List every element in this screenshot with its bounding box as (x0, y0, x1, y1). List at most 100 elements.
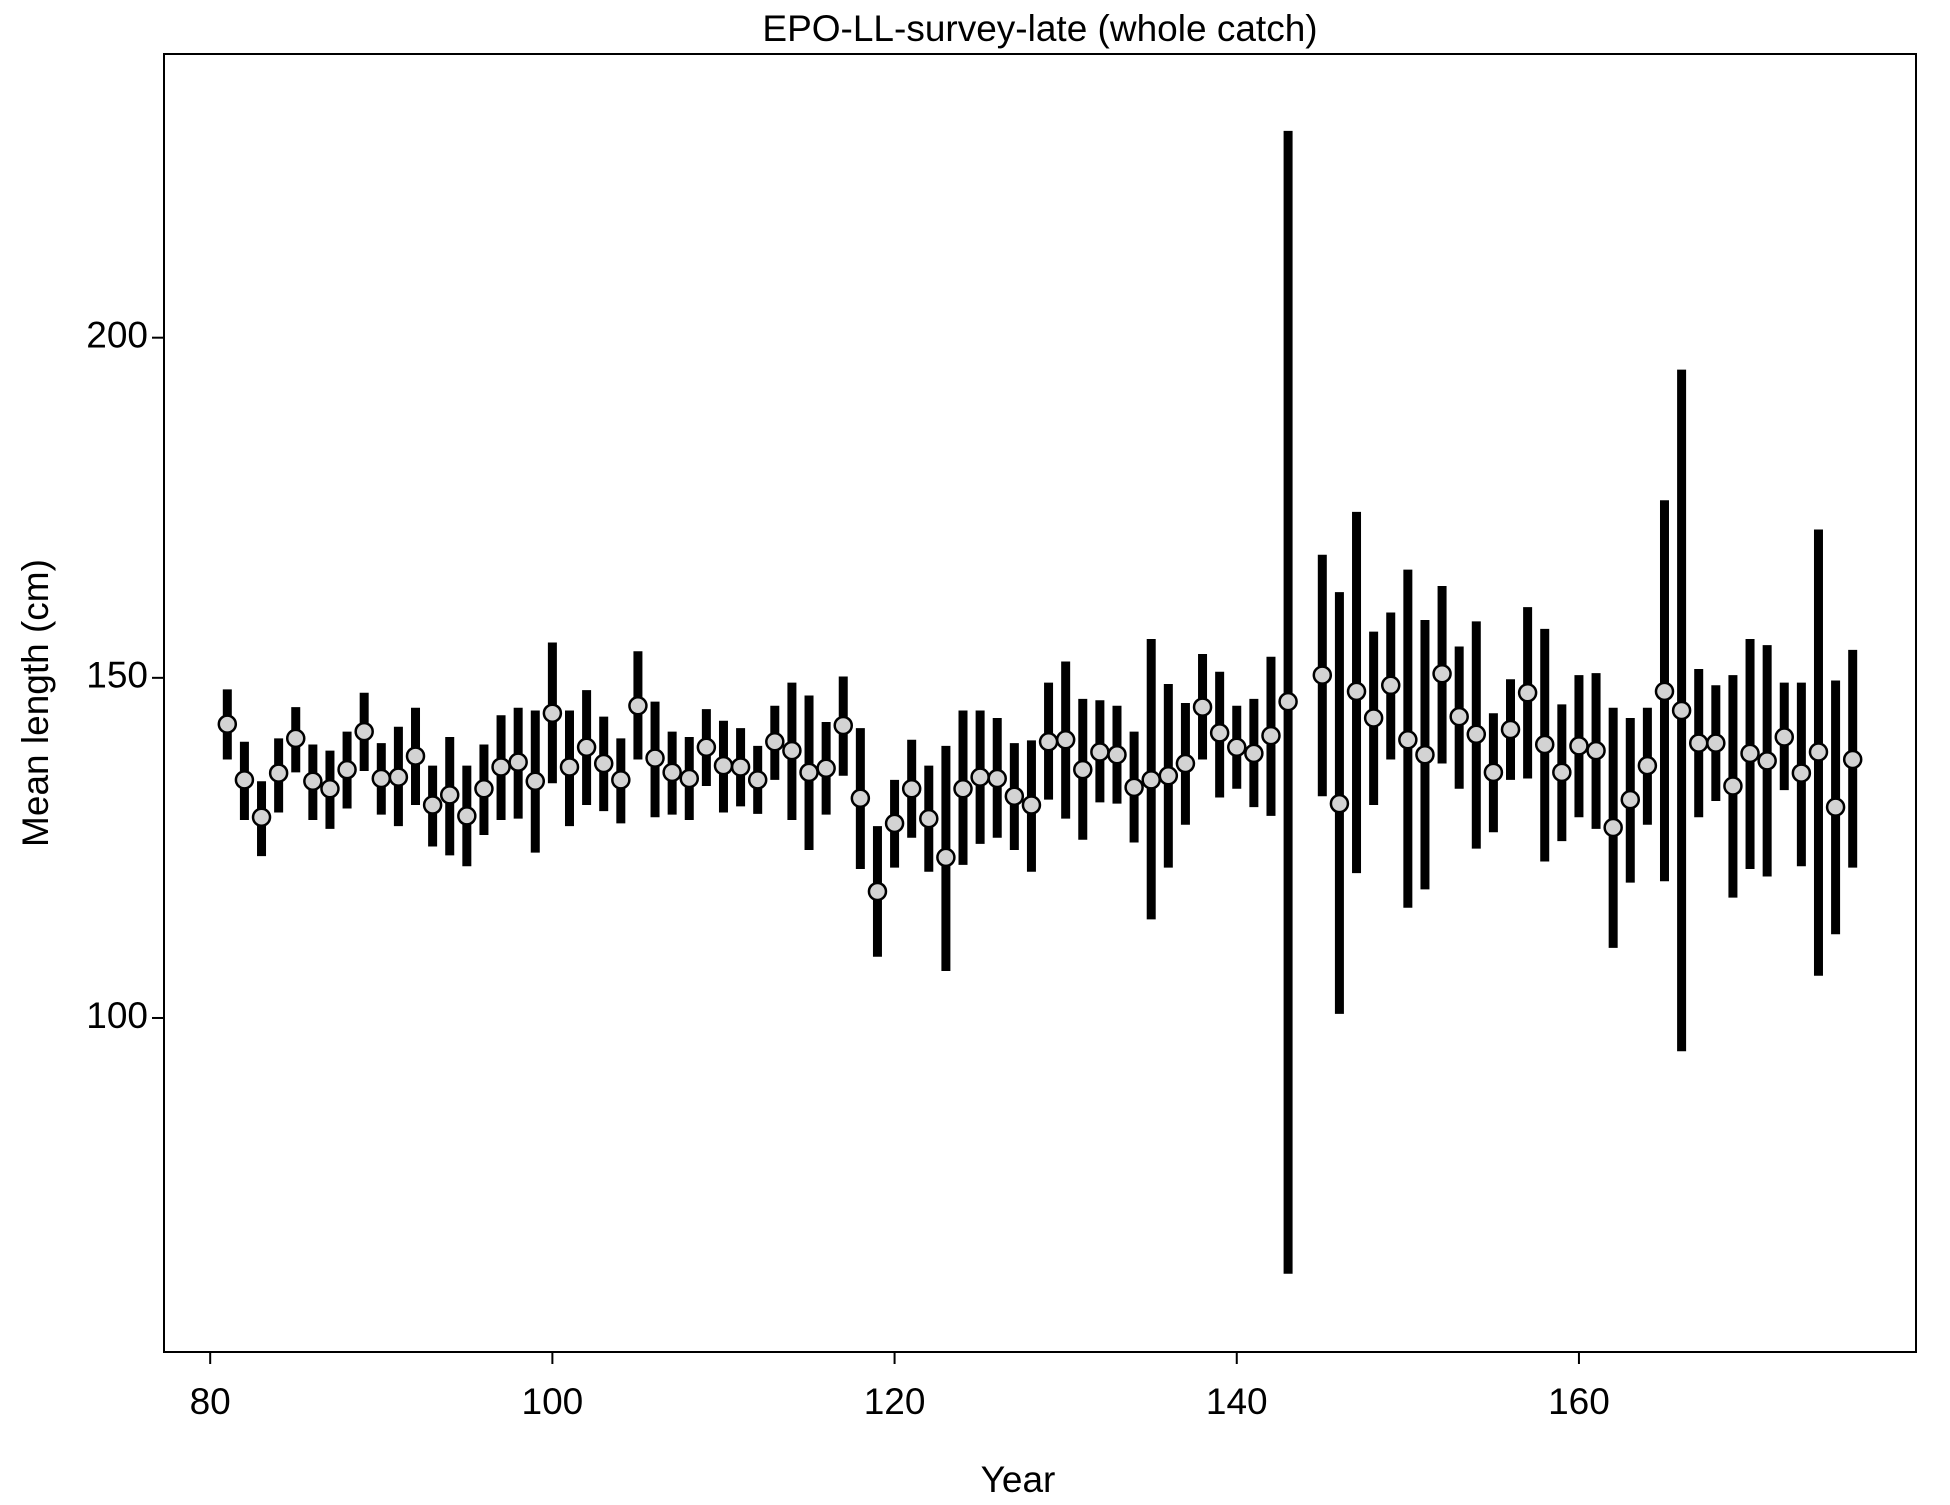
mean-point (1449, 706, 1469, 727)
mean-point (217, 714, 238, 734)
mean-point (1825, 797, 1846, 817)
mean-point (1808, 742, 1829, 762)
mean-point (1004, 786, 1025, 806)
mean-point (1466, 724, 1487, 745)
mean-point (354, 721, 374, 742)
mean-point (765, 732, 785, 752)
mean-point (542, 703, 563, 723)
mean-point (850, 788, 871, 808)
mean-point (1842, 749, 1863, 770)
mean-point (1055, 729, 1076, 750)
mean-point (439, 785, 460, 805)
mean-point (388, 767, 409, 787)
mean-point (1671, 700, 1692, 721)
mean-point (320, 778, 340, 799)
y-axis-label: Mean length (cm) (15, 559, 56, 847)
mean-point (303, 771, 323, 791)
mean-point (1569, 736, 1589, 756)
mean-point (1261, 725, 1281, 746)
mean-point (987, 768, 1007, 789)
mean-point (1021, 795, 1042, 815)
mean-point (747, 770, 768, 790)
mean-point (919, 808, 939, 829)
x-axis-label: Year (981, 1459, 1056, 1500)
mean-point (713, 755, 734, 776)
mean-point (1637, 755, 1658, 776)
mean-point (1688, 733, 1709, 753)
mean-point (405, 746, 426, 766)
mean-point (337, 759, 357, 780)
mean-point (1774, 727, 1795, 747)
mean-point (953, 778, 973, 799)
chart-title: EPO-LL-survey-late (whole catch) (762, 8, 1317, 49)
mean-point (1278, 691, 1298, 712)
mean-point (1090, 742, 1110, 762)
mean-point (1706, 733, 1726, 753)
x-tick-label: 120 (864, 1381, 926, 1422)
mean-point (285, 728, 306, 749)
mean-point (1723, 776, 1743, 796)
x-tick-label: 80 (190, 1381, 231, 1422)
mean-point (936, 847, 956, 868)
y-tick-label: 150 (86, 655, 148, 696)
mean-point (1586, 740, 1606, 761)
mean-point (884, 813, 905, 834)
mean-point (371, 768, 392, 789)
mean-point (1415, 744, 1435, 765)
mean-point (251, 807, 272, 828)
mean-point (234, 770, 255, 790)
mean-point (525, 771, 546, 791)
mean-point (1192, 697, 1213, 717)
mean-point (782, 740, 802, 761)
mean-point (970, 767, 990, 787)
mean-point (1603, 817, 1623, 838)
mean-point (611, 770, 631, 790)
x-tick-label: 160 (1548, 1381, 1610, 1422)
x-tick-label: 140 (1206, 1381, 1268, 1422)
mean-point (1038, 732, 1059, 752)
mean-point (268, 763, 289, 783)
mean-point (696, 737, 717, 757)
mean-point (799, 762, 819, 783)
plot-frame (163, 53, 1917, 1353)
mean-point (457, 806, 477, 826)
y-tick-label: 100 (86, 995, 148, 1036)
mean-point (1227, 737, 1247, 757)
mean-point (1107, 744, 1127, 765)
mean-point (1312, 665, 1333, 685)
mean-point (1398, 729, 1418, 750)
mean-point (628, 695, 648, 716)
mean-point (1329, 793, 1350, 814)
mean-point (576, 737, 597, 757)
mean-point (679, 768, 700, 789)
mean-point (833, 715, 853, 736)
mean-point (559, 757, 580, 777)
mean-point (1432, 663, 1452, 684)
y-tick-label: 200 (86, 314, 148, 355)
mean-point (816, 758, 836, 779)
mean-point (1124, 777, 1144, 798)
x-tick-label: 100 (522, 1381, 584, 1422)
mean-point (1158, 766, 1179, 786)
mean-point (1244, 743, 1264, 764)
mean-point (1209, 723, 1230, 743)
mean-point (491, 757, 511, 777)
mean-point (474, 778, 494, 799)
mean-point (1552, 762, 1572, 783)
mean-point (1363, 708, 1384, 728)
mean-point (1740, 743, 1760, 764)
mean-point (1654, 681, 1675, 702)
mean-point (422, 795, 443, 815)
mean-point (1791, 763, 1812, 783)
mean-point (1175, 753, 1196, 774)
mean-point (1346, 681, 1367, 702)
mean-point (593, 753, 614, 774)
mean-point (730, 757, 751, 777)
mean-point (1483, 762, 1504, 783)
mean-point (645, 748, 665, 768)
mean-point (1757, 751, 1777, 771)
mean-point (662, 762, 682, 783)
mean-point (1517, 683, 1538, 703)
mean-point (1073, 759, 1093, 780)
